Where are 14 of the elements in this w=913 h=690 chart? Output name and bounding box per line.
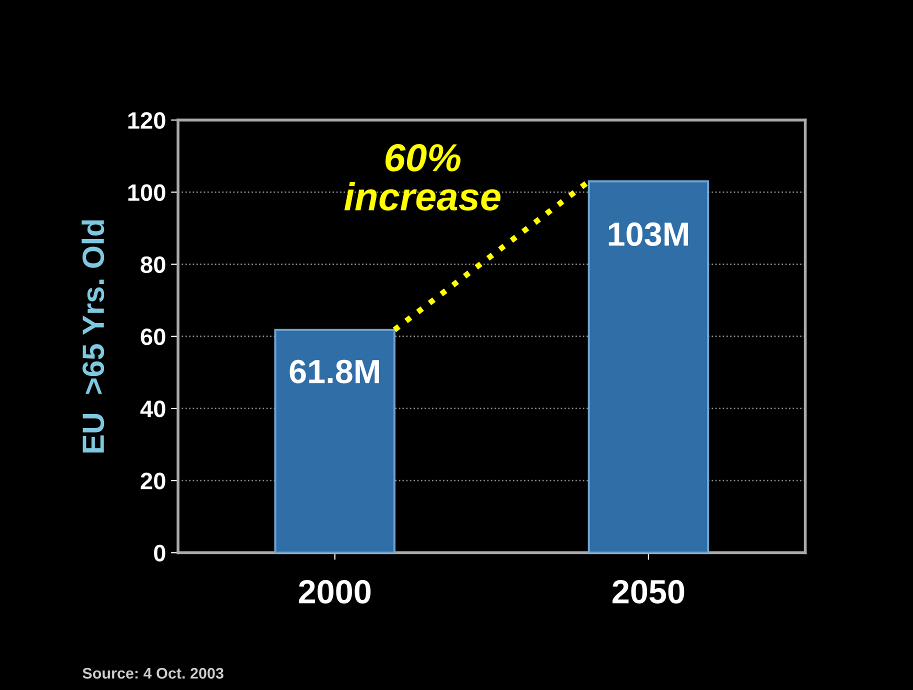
data-label: 103M: [608, 222, 688, 246]
annotation: 60% increase: [344, 144, 500, 211]
x-tick-label: 2050: [612, 580, 684, 604]
y-tick-label: 0: [154, 544, 166, 562]
y-tick-label: 40: [140, 400, 166, 418]
y-tick-label: 80: [140, 256, 166, 274]
y-axis-title: EU >65 Yrs. Old: [82, 220, 104, 453]
y-tick-label: 100: [128, 184, 166, 201]
data-label: 61.8M: [290, 360, 379, 384]
y-tick-label: 60: [140, 328, 166, 346]
x-tick-label: 2000: [298, 580, 371, 604]
y-tick-label: 20: [140, 472, 166, 490]
source-note: Source: 4 Oct. 2003: [82, 668, 224, 679]
y-tick-label: 120: [128, 112, 166, 129]
